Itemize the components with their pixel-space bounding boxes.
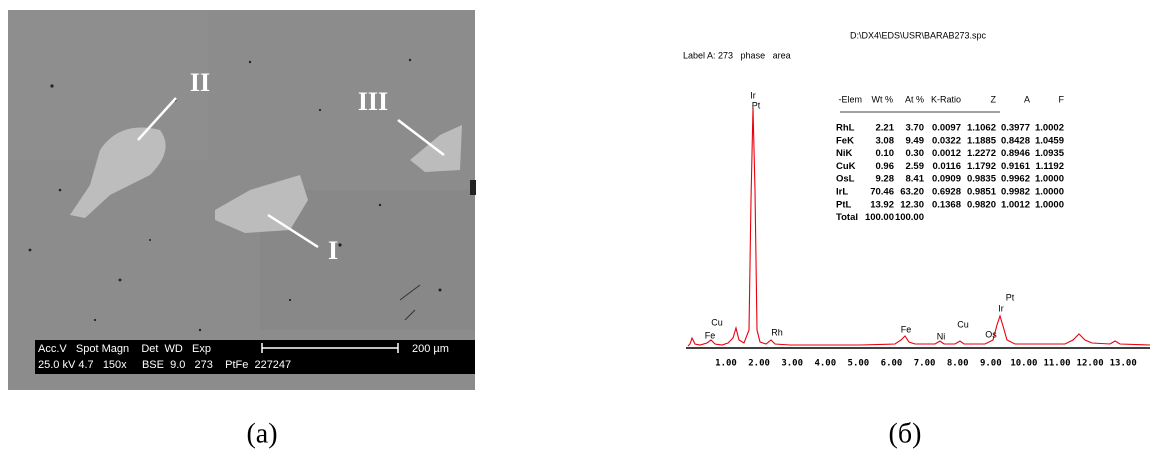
x-tick-label: 13.00 bbox=[1110, 359, 1137, 369]
peak-label: Rh bbox=[771, 327, 783, 337]
table-cell: 3.08 bbox=[876, 135, 895, 146]
table-header: At % bbox=[905, 94, 924, 104]
spectrum-label: Label A: 273 phase area bbox=[683, 50, 791, 60]
table-cell: 1.0935 bbox=[1035, 148, 1065, 159]
file-name: D:\DX4\EDS\USR\BARAB273.spc bbox=[850, 30, 987, 40]
info-values: 25.0 kV 4.7 150x BSE 9.0 273 PtFe 227247 bbox=[38, 359, 291, 371]
table-cell: 0.8946 bbox=[1001, 148, 1030, 159]
peak-label: Ni bbox=[937, 331, 946, 341]
table-cell: 2.21 bbox=[876, 123, 895, 134]
phase-label: I bbox=[328, 236, 338, 265]
sem-image: II III I Acc.V Spot Magn Det WD Exp 25.0… bbox=[8, 10, 476, 390]
x-tick-label: 12.00 bbox=[1077, 359, 1104, 369]
table-cell: 0.0012 bbox=[932, 148, 961, 159]
table-header: A bbox=[1024, 94, 1030, 104]
table-cell: CuK bbox=[836, 161, 856, 172]
table-cell: 1.1062 bbox=[967, 123, 996, 134]
x-tick-label: 5.00 bbox=[848, 359, 870, 369]
table-cell: 13.92 bbox=[870, 199, 894, 210]
table-header: -Elem bbox=[838, 94, 862, 104]
phase-label: III bbox=[358, 87, 388, 116]
table-header: Z bbox=[991, 94, 997, 104]
table-cell: 0.8428 bbox=[1001, 135, 1030, 146]
x-tick-label: 7.00 bbox=[914, 359, 936, 369]
table-cell: 9.49 bbox=[906, 135, 925, 146]
x-tick-label: 3.00 bbox=[781, 359, 803, 369]
table-cell: 0.30 bbox=[906, 148, 925, 159]
peak-label: Pt bbox=[1006, 292, 1015, 302]
x-tick-label: 2.00 bbox=[748, 359, 770, 369]
table-cell: 0.9835 bbox=[967, 174, 997, 185]
table-cell: IrL bbox=[836, 187, 848, 198]
table-cell: 1.2272 bbox=[967, 148, 996, 159]
table-cell: 1.0459 bbox=[1035, 135, 1064, 146]
x-tick-label: 8.00 bbox=[947, 359, 969, 369]
table-cell: 0.9820 bbox=[967, 199, 996, 210]
table-cell: 100.00 bbox=[865, 212, 894, 223]
table-cell: 0.9161 bbox=[1001, 161, 1031, 172]
table-cell: 1.0000 bbox=[1035, 174, 1064, 185]
peak-label: Ir bbox=[750, 90, 756, 100]
table-cell: 63.20 bbox=[900, 187, 924, 198]
table-cell: 1.1792 bbox=[967, 161, 996, 172]
table-cell: 0.0322 bbox=[932, 135, 961, 146]
table-header: Wt % bbox=[872, 94, 894, 104]
table-cell: 0.10 bbox=[876, 148, 895, 159]
table-cell: 0.96 bbox=[876, 161, 895, 172]
table-cell: 1.0002 bbox=[1035, 123, 1064, 134]
caption: (б) bbox=[889, 418, 922, 449]
peak-label: Fe bbox=[705, 330, 716, 340]
table-cell: 0.9982 bbox=[1001, 187, 1030, 198]
table-cell: 0.1368 bbox=[932, 199, 961, 210]
x-tick-label: 10.00 bbox=[1010, 359, 1037, 369]
table-cell: FeK bbox=[836, 135, 854, 146]
table-cell: 1.1885 bbox=[967, 135, 997, 146]
table-cell: 0.0909 bbox=[932, 174, 961, 185]
peak-label: Ir bbox=[998, 303, 1004, 313]
peak-label: Os bbox=[985, 329, 997, 339]
table-cell: 0.3977 bbox=[1001, 123, 1030, 134]
scale-label: 200 µm bbox=[412, 343, 449, 355]
table-cell: 1.0012 bbox=[1001, 199, 1030, 210]
caption: (а) bbox=[246, 418, 277, 449]
peak-label: Cu bbox=[957, 319, 969, 329]
x-tick-label: 4.00 bbox=[814, 359, 836, 369]
table-header: F bbox=[1059, 94, 1065, 104]
table-cell: OsL bbox=[836, 174, 855, 185]
table-header: K-Ratio bbox=[931, 94, 961, 104]
phase-label: II bbox=[190, 68, 210, 97]
table-cell: 1.0000 bbox=[1035, 187, 1064, 198]
table-cell: 0.9851 bbox=[967, 187, 997, 198]
peak-label: Cu bbox=[711, 317, 723, 327]
peak-label: Pt bbox=[752, 100, 761, 110]
x-tick-label: 11.00 bbox=[1043, 359, 1070, 369]
info-header: Acc.V Spot Magn Det WD Exp bbox=[38, 343, 211, 355]
table-cell: 0.9962 bbox=[1001, 174, 1030, 185]
x-tick-label: 1.00 bbox=[715, 359, 737, 369]
x-tick-label: 6.00 bbox=[881, 359, 903, 369]
x-tick-label: 9.00 bbox=[980, 359, 1002, 369]
figure: II III I Acc.V Spot Magn Det WD Exp 25.0… bbox=[0, 0, 1150, 450]
table-cell: 100.00 bbox=[895, 212, 924, 223]
table-cell: PtL bbox=[836, 199, 852, 210]
table-cell: 3.70 bbox=[906, 123, 925, 134]
table-cell: 0.6928 bbox=[932, 187, 961, 198]
table-cell: Total bbox=[836, 212, 858, 223]
table-cell: 1.1192 bbox=[1035, 161, 1064, 172]
table-cell: 0.0116 bbox=[932, 161, 961, 172]
table-cell: RhL bbox=[836, 123, 855, 134]
table-cell: 2.59 bbox=[906, 161, 925, 172]
table-cell: 8.41 bbox=[906, 174, 925, 185]
table-cell: 12.30 bbox=[900, 199, 924, 210]
table-cell: 0.0097 bbox=[932, 123, 961, 134]
table-cell: 70.46 bbox=[870, 187, 894, 198]
table-cell: 1.0000 bbox=[1035, 199, 1064, 210]
page: {"sem": {"labels": ["II", "III", "I"], "… bbox=[0, 0, 1150, 450]
table-cell: NiK bbox=[836, 148, 853, 159]
peak-label: Fe bbox=[901, 324, 912, 334]
table-cell: 9.28 bbox=[876, 174, 895, 185]
